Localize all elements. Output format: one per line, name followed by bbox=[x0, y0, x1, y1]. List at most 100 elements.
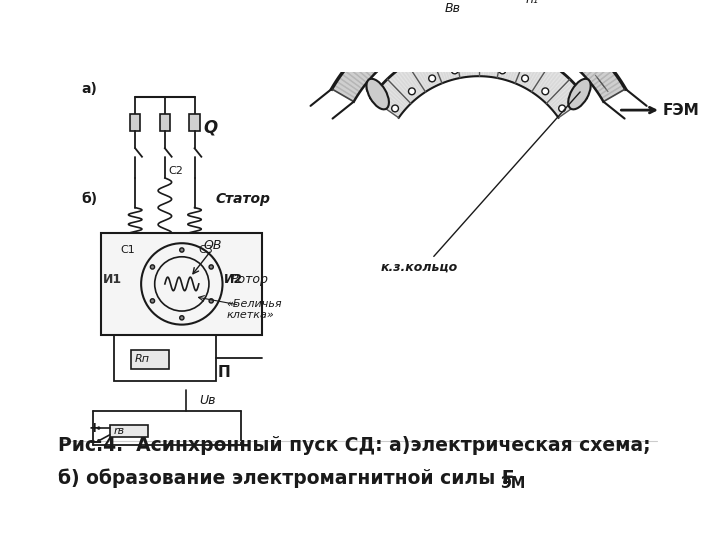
Polygon shape bbox=[455, 44, 463, 78]
Polygon shape bbox=[550, 26, 566, 50]
Polygon shape bbox=[449, 6, 458, 32]
Bar bbox=[189, 114, 199, 131]
Polygon shape bbox=[539, 71, 562, 99]
Polygon shape bbox=[580, 53, 601, 74]
Polygon shape bbox=[588, 63, 610, 83]
Ellipse shape bbox=[568, 79, 590, 110]
Circle shape bbox=[499, 67, 506, 74]
Text: Статор: Статор bbox=[216, 192, 271, 206]
Polygon shape bbox=[557, 96, 586, 118]
Polygon shape bbox=[477, 4, 481, 30]
Polygon shape bbox=[549, 84, 576, 109]
Polygon shape bbox=[463, 4, 469, 30]
Text: П: П bbox=[217, 366, 230, 381]
Text: «Беличья
клетка»: «Беличья клетка» bbox=[227, 299, 282, 320]
Text: Q: Q bbox=[203, 118, 217, 136]
Polygon shape bbox=[350, 60, 372, 80]
Circle shape bbox=[97, 427, 100, 430]
Circle shape bbox=[475, 64, 482, 71]
Polygon shape bbox=[424, 53, 441, 85]
Polygon shape bbox=[405, 63, 426, 93]
Polygon shape bbox=[531, 63, 552, 93]
Polygon shape bbox=[413, 58, 432, 89]
Polygon shape bbox=[489, 43, 496, 77]
Polygon shape bbox=[458, 43, 466, 77]
Bar bbox=[130, 114, 140, 131]
Polygon shape bbox=[436, 9, 446, 34]
Polygon shape bbox=[600, 81, 623, 98]
Polygon shape bbox=[494, 44, 503, 78]
Text: −: − bbox=[89, 432, 102, 450]
Polygon shape bbox=[467, 43, 472, 77]
Polygon shape bbox=[590, 67, 613, 86]
Text: к.з.кольцо: к.з.кольцо bbox=[381, 260, 459, 273]
Polygon shape bbox=[407, 18, 421, 43]
Polygon shape bbox=[377, 88, 405, 112]
Polygon shape bbox=[529, 62, 549, 92]
Polygon shape bbox=[395, 71, 418, 99]
Text: а): а) bbox=[82, 82, 98, 96]
Polygon shape bbox=[379, 33, 397, 57]
Text: Рис.4.  Асинхронный пуск СД: а)электрическая схема;: Рис.4. Асинхронный пуск СД: а)электричес… bbox=[58, 436, 650, 455]
Polygon shape bbox=[566, 39, 585, 61]
Bar bbox=[114, 335, 216, 381]
Polygon shape bbox=[556, 93, 585, 116]
Bar bbox=[102, 233, 262, 335]
Polygon shape bbox=[436, 48, 449, 82]
Bar bbox=[109, 424, 148, 436]
Text: б): б) bbox=[364, 82, 380, 96]
Polygon shape bbox=[467, 4, 473, 30]
Polygon shape bbox=[334, 81, 358, 98]
Polygon shape bbox=[488, 4, 495, 30]
Polygon shape bbox=[582, 57, 604, 77]
Circle shape bbox=[150, 299, 155, 303]
Polygon shape bbox=[519, 54, 536, 86]
Bar bbox=[131, 350, 169, 369]
Polygon shape bbox=[551, 86, 578, 110]
Polygon shape bbox=[390, 75, 415, 102]
Polygon shape bbox=[526, 14, 538, 39]
Polygon shape bbox=[540, 20, 554, 45]
Polygon shape bbox=[451, 44, 461, 78]
Polygon shape bbox=[534, 65, 555, 94]
Circle shape bbox=[209, 265, 213, 269]
Polygon shape bbox=[353, 57, 374, 77]
Polygon shape bbox=[557, 31, 574, 55]
Text: +: + bbox=[89, 421, 100, 435]
Polygon shape bbox=[445, 6, 454, 32]
Polygon shape bbox=[553, 29, 570, 52]
Text: С1: С1 bbox=[120, 245, 135, 255]
Polygon shape bbox=[569, 42, 588, 64]
Polygon shape bbox=[454, 5, 462, 31]
Circle shape bbox=[97, 439, 100, 442]
Polygon shape bbox=[359, 50, 379, 71]
Polygon shape bbox=[544, 77, 570, 103]
Polygon shape bbox=[515, 51, 530, 84]
Polygon shape bbox=[402, 65, 424, 94]
Polygon shape bbox=[496, 5, 503, 31]
Polygon shape bbox=[572, 44, 592, 66]
Polygon shape bbox=[376, 36, 395, 59]
Text: С3: С3 bbox=[198, 245, 212, 255]
Polygon shape bbox=[379, 86, 406, 110]
Circle shape bbox=[209, 299, 213, 303]
Polygon shape bbox=[431, 50, 445, 83]
Polygon shape bbox=[381, 84, 408, 109]
Polygon shape bbox=[508, 48, 521, 82]
Polygon shape bbox=[402, 20, 418, 45]
Polygon shape bbox=[515, 10, 525, 35]
Polygon shape bbox=[595, 74, 618, 92]
Polygon shape bbox=[408, 62, 428, 92]
Polygon shape bbox=[459, 5, 465, 31]
Polygon shape bbox=[543, 75, 567, 102]
Polygon shape bbox=[391, 26, 408, 50]
Polygon shape bbox=[537, 69, 560, 97]
Polygon shape bbox=[372, 39, 392, 61]
Polygon shape bbox=[533, 17, 546, 42]
Text: n₁: n₁ bbox=[525, 0, 538, 6]
Polygon shape bbox=[400, 67, 422, 96]
Circle shape bbox=[180, 248, 184, 252]
Polygon shape bbox=[474, 42, 477, 76]
Polygon shape bbox=[480, 4, 485, 30]
Polygon shape bbox=[522, 12, 534, 37]
